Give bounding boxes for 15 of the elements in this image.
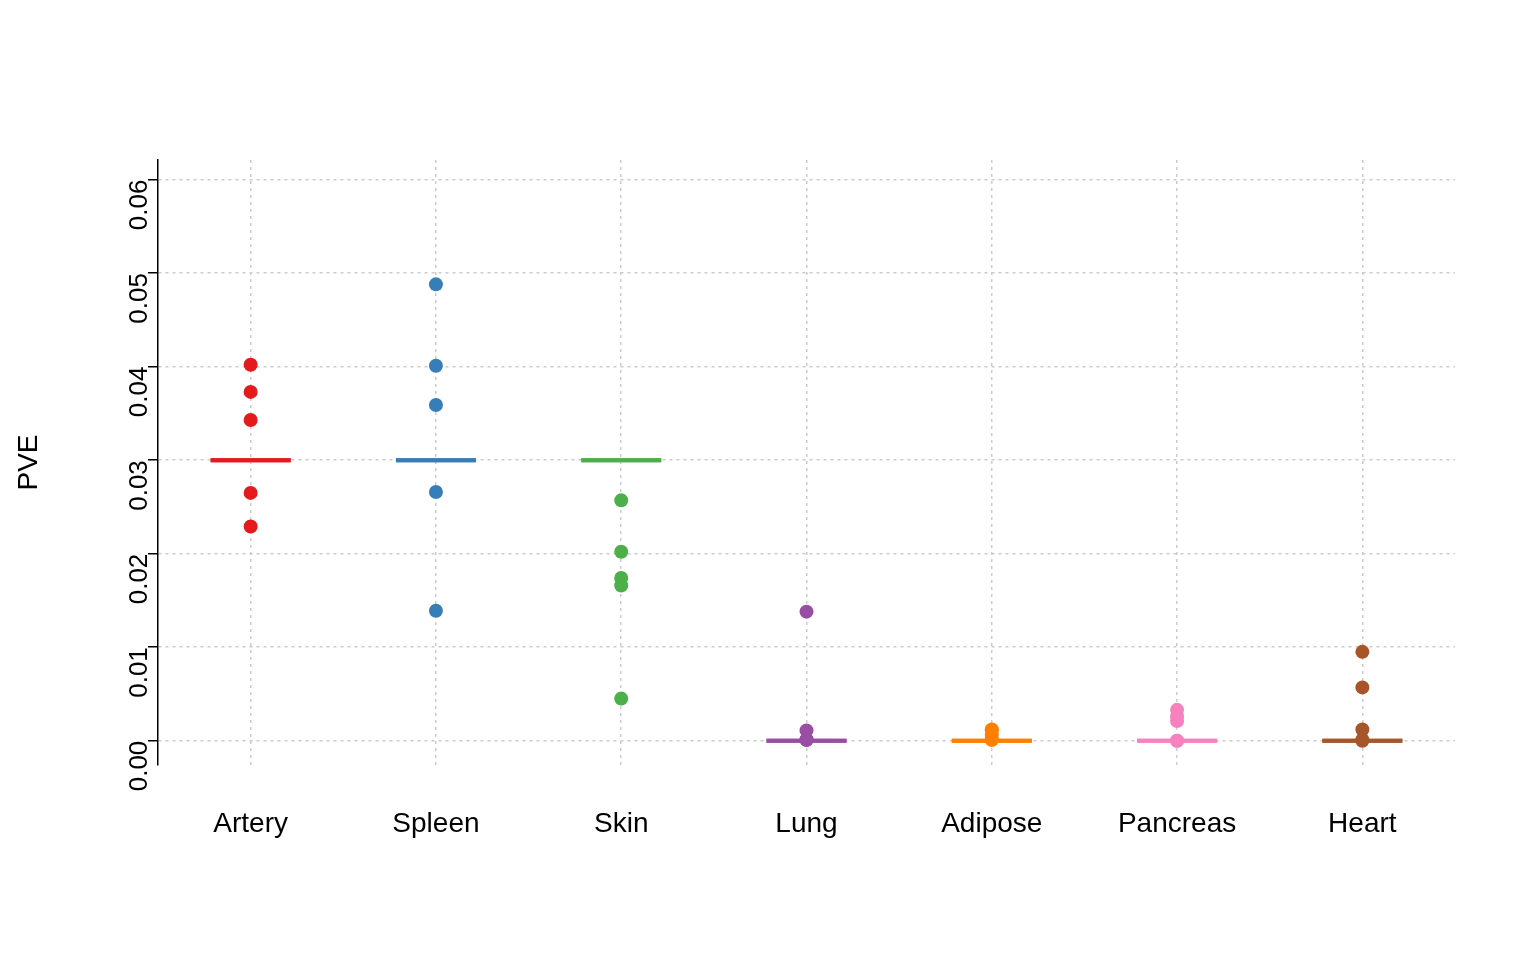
x-tick-label: Skin xyxy=(593,806,649,838)
y-tick-label: 0.04 xyxy=(123,366,154,418)
x-tick-label: Pancreas xyxy=(1117,806,1237,838)
y-tick-label: 0.05 xyxy=(123,273,154,324)
y-tick-label: 0.01 xyxy=(123,647,154,698)
y-tick-label: 0.03 xyxy=(123,460,154,511)
x-tick-label: Heart xyxy=(1328,806,1397,838)
x-tick-label: Lung xyxy=(775,806,838,838)
x-tick-label: Spleen xyxy=(392,806,480,838)
y-tick-label: 0.02 xyxy=(123,553,154,605)
y-axis-title: PVE xyxy=(11,434,43,491)
x-tick-label: Artery xyxy=(213,806,288,838)
y-tick-label: 0.06 xyxy=(123,179,154,231)
x-tick-label: Adipose xyxy=(941,806,1043,838)
y-tick-label: 0.00 xyxy=(123,740,154,792)
